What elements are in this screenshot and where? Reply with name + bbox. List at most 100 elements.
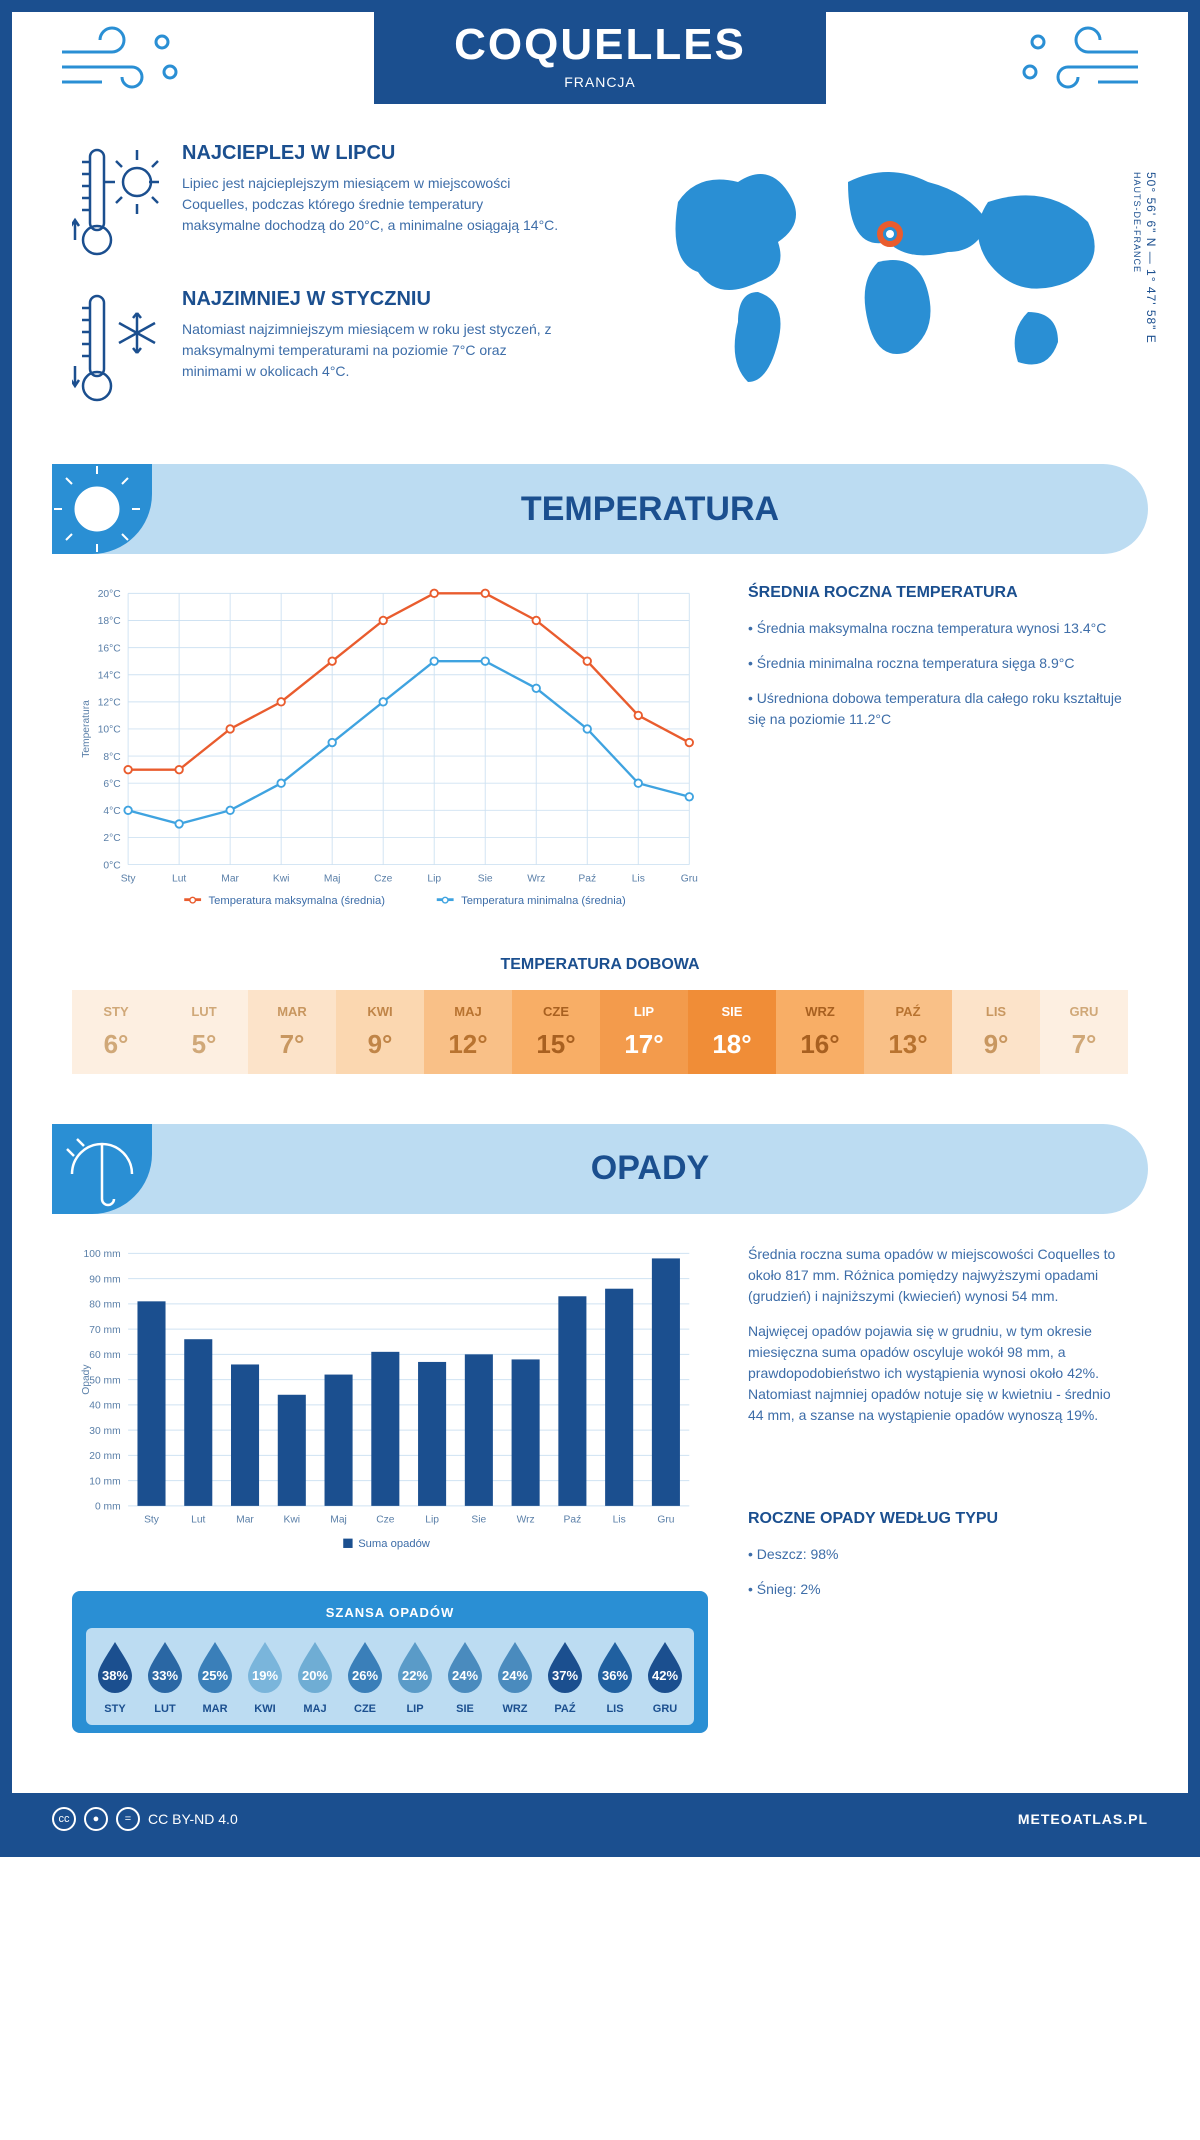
daily-cell: KWI9° bbox=[336, 990, 424, 1074]
svg-text:70 mm: 70 mm bbox=[89, 1325, 120, 1336]
daily-cell: MAJ12° bbox=[424, 990, 512, 1074]
fact-hot-title: NAJCIEPLEJ W LIPCU bbox=[182, 142, 562, 165]
svg-text:Mar: Mar bbox=[236, 1514, 254, 1525]
daily-cell: SIE18° bbox=[688, 990, 776, 1074]
header: COQUELLES FRANCJA bbox=[12, 12, 1188, 122]
svg-text:16°C: 16°C bbox=[98, 643, 122, 654]
chance-drop: 37%PAŹ bbox=[542, 1638, 588, 1715]
svg-text:12°C: 12°C bbox=[98, 698, 122, 709]
world-map: 50° 56' 6" N — 1° 47' 58" E HAUTS-DE-FRA… bbox=[648, 142, 1128, 434]
svg-text:50 mm: 50 mm bbox=[89, 1375, 120, 1386]
license: cc ● = CC BY-ND 4.0 bbox=[52, 1807, 238, 1831]
daily-cell: LIP17° bbox=[600, 990, 688, 1074]
svg-text:Lip: Lip bbox=[425, 1514, 439, 1525]
svg-text:100 mm: 100 mm bbox=[84, 1249, 121, 1260]
svg-text:38%: 38% bbox=[102, 1668, 128, 1683]
svg-text:Sty: Sty bbox=[144, 1514, 160, 1525]
brand: METEOATLAS.PL bbox=[1018, 1811, 1148, 1827]
svg-text:60 mm: 60 mm bbox=[89, 1350, 120, 1361]
chance-drop: 24%SIE bbox=[442, 1638, 488, 1715]
svg-text:30 mm: 30 mm bbox=[89, 1426, 120, 1437]
by-icon: ● bbox=[84, 1807, 108, 1831]
page-title: COQUELLES bbox=[454, 20, 746, 70]
precip-chance: SZANSA OPADÓW 38%STY33%LUT25%MAR19%KWI20… bbox=[72, 1591, 708, 1733]
chance-drop: 25%MAR bbox=[192, 1638, 238, 1715]
daily-cell: GRU7° bbox=[1040, 990, 1128, 1074]
daily-title: TEMPERATURA DOBOWA bbox=[72, 956, 1128, 974]
page-subtitle: FRANCJA bbox=[454, 74, 746, 90]
svg-text:Maj: Maj bbox=[330, 1514, 347, 1525]
svg-text:Wrz: Wrz bbox=[517, 1514, 535, 1525]
svg-text:Sty: Sty bbox=[121, 873, 137, 884]
chance-drop: 33%LUT bbox=[142, 1638, 188, 1715]
svg-text:2°C: 2°C bbox=[103, 833, 121, 844]
svg-text:20°C: 20°C bbox=[98, 589, 122, 600]
thermometer-snow-icon bbox=[72, 288, 162, 408]
fact-hot: NAJCIEPLEJ W LIPCU Lipiec jest najcieple… bbox=[72, 142, 618, 262]
svg-text:Mar: Mar bbox=[221, 873, 239, 884]
svg-text:Lip: Lip bbox=[427, 873, 441, 884]
svg-text:33%: 33% bbox=[152, 1668, 178, 1683]
chance-drop: 20%MAJ bbox=[292, 1638, 338, 1715]
svg-text:Gru: Gru bbox=[657, 1514, 674, 1525]
sun-icon bbox=[52, 464, 152, 554]
section-precip-header: OPADY bbox=[52, 1124, 1148, 1214]
daily-cell: STY6° bbox=[72, 990, 160, 1074]
precip-title: OPADY bbox=[152, 1149, 1148, 1188]
chance-drop: 36%LIS bbox=[592, 1638, 638, 1715]
svg-text:26%: 26% bbox=[352, 1668, 378, 1683]
daily-cell: LUT5° bbox=[160, 990, 248, 1074]
svg-text:36%: 36% bbox=[602, 1668, 628, 1683]
svg-text:90 mm: 90 mm bbox=[89, 1274, 120, 1285]
svg-text:80 mm: 80 mm bbox=[89, 1299, 120, 1310]
fact-cold-body: Natomiast najzimniejszym miesiącem w rok… bbox=[182, 319, 562, 382]
svg-text:0°C: 0°C bbox=[103, 860, 121, 871]
svg-text:20%: 20% bbox=[302, 1668, 328, 1683]
daily-cell: WRZ16° bbox=[776, 990, 864, 1074]
svg-text:Kwi: Kwi bbox=[284, 1514, 301, 1525]
svg-text:6°C: 6°C bbox=[103, 779, 121, 790]
svg-text:18°C: 18°C bbox=[98, 616, 122, 627]
wind-icon-right bbox=[1008, 12, 1148, 112]
svg-text:Temperatura maksymalna (średni: Temperatura maksymalna (średnia) bbox=[209, 895, 386, 907]
svg-text:Opady: Opady bbox=[81, 1363, 92, 1394]
temperature-title: TEMPERATURA bbox=[152, 490, 1148, 529]
svg-text:40 mm: 40 mm bbox=[89, 1400, 120, 1411]
chance-drop: 24%WRZ bbox=[492, 1638, 538, 1715]
svg-text:Maj: Maj bbox=[324, 873, 341, 884]
svg-text:Paź: Paź bbox=[564, 1514, 582, 1525]
umbrella-icon bbox=[52, 1124, 152, 1214]
svg-text:42%: 42% bbox=[652, 1668, 678, 1683]
chance-drop: 42%GRU bbox=[642, 1638, 688, 1715]
wind-icon-left bbox=[52, 12, 192, 112]
svg-text:24%: 24% bbox=[502, 1668, 528, 1683]
svg-text:10 mm: 10 mm bbox=[89, 1476, 120, 1487]
svg-text:37%: 37% bbox=[552, 1668, 578, 1683]
svg-text:Lis: Lis bbox=[613, 1514, 626, 1525]
svg-text:Gru: Gru bbox=[681, 873, 698, 884]
svg-text:19%: 19% bbox=[252, 1668, 278, 1683]
fact-cold-title: NAJZIMNIEJ W STYCZNIU bbox=[182, 288, 562, 311]
svg-text:24%: 24% bbox=[452, 1668, 478, 1683]
title-banner: COQUELLES FRANCJA bbox=[374, 0, 826, 104]
chance-drop: 19%KWI bbox=[242, 1638, 288, 1715]
daily-cell: MAR7° bbox=[248, 990, 336, 1074]
svg-text:Cze: Cze bbox=[374, 873, 393, 884]
svg-text:Lis: Lis bbox=[632, 873, 645, 884]
svg-text:Lut: Lut bbox=[191, 1514, 205, 1525]
svg-text:10°C: 10°C bbox=[98, 725, 122, 736]
svg-text:Sie: Sie bbox=[478, 873, 493, 884]
chance-drop: 26%CZE bbox=[342, 1638, 388, 1715]
svg-text:Temperatura: Temperatura bbox=[81, 700, 92, 758]
temperature-facts: ŚREDNIA ROCZNA TEMPERATURA • Średnia mak… bbox=[748, 584, 1128, 926]
daily-temp-table: STY6°LUT5°MAR7°KWI9°MAJ12°CZE15°LIP17°SI… bbox=[72, 990, 1128, 1074]
svg-text:22%: 22% bbox=[402, 1668, 428, 1683]
section-temperature-header: TEMPERATURA bbox=[52, 464, 1148, 554]
svg-text:0 mm: 0 mm bbox=[95, 1501, 121, 1512]
fact-cold: NAJZIMNIEJ W STYCZNIU Natomiast najzimni… bbox=[72, 288, 618, 408]
nd-icon: = bbox=[116, 1807, 140, 1831]
precip-facts: Średnia roczna suma opadów w miejscowośc… bbox=[748, 1244, 1128, 1733]
svg-text:Paź: Paź bbox=[578, 873, 596, 884]
thermometer-sun-icon bbox=[72, 142, 162, 262]
chance-drop: 38%STY bbox=[92, 1638, 138, 1715]
